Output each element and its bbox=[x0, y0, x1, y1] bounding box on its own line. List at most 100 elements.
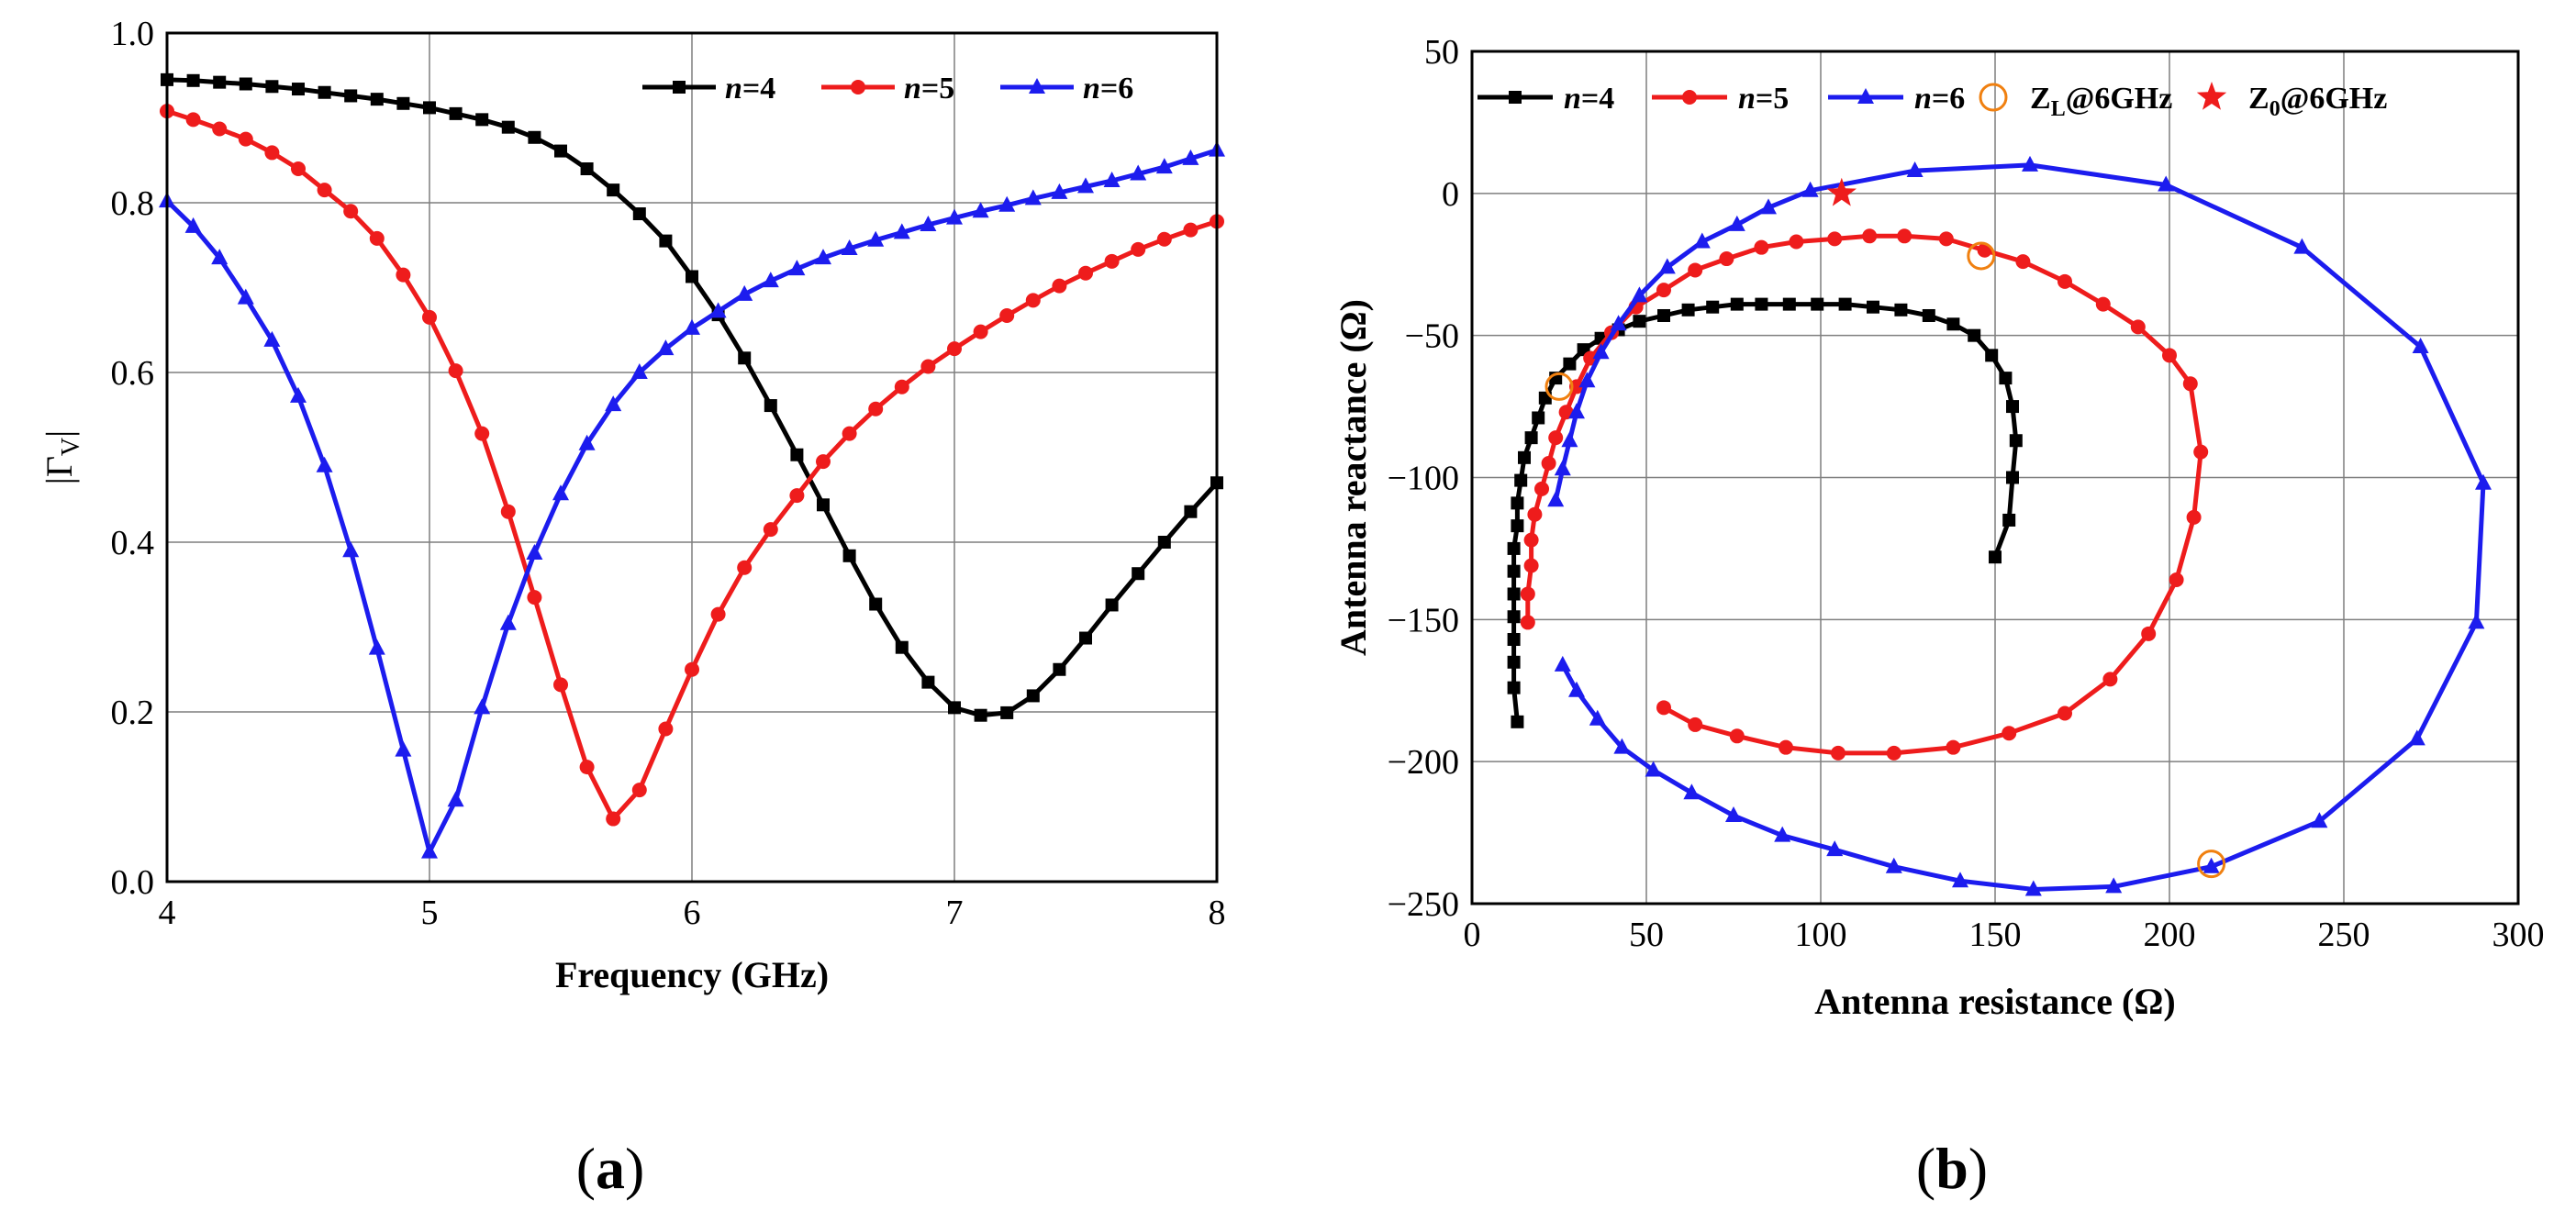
a-x-tick-label: 4 bbox=[159, 894, 176, 932]
a-point-n=4 bbox=[423, 101, 436, 115]
b-x-tick-label: 100 bbox=[1795, 916, 1847, 954]
b-point-n=6 bbox=[1547, 491, 1565, 507]
a-point-n=5 bbox=[947, 341, 962, 357]
a-point-n=5 bbox=[500, 504, 516, 519]
a-point-n=4 bbox=[1053, 662, 1066, 676]
a-point-n=6 bbox=[342, 541, 360, 558]
b-point-n=6 bbox=[1631, 286, 1648, 303]
b-point-n=4 bbox=[1514, 473, 1528, 487]
a-point-n=4 bbox=[817, 498, 830, 512]
b-point-n=6 bbox=[2408, 729, 2425, 746]
a-y-tick-label: 0.0 bbox=[111, 863, 155, 902]
b-point-n=4 bbox=[1782, 297, 1796, 311]
b-point-n=5 bbox=[1831, 745, 1846, 761]
a-point-n=5 bbox=[553, 677, 568, 693]
b-point-n=6 bbox=[2311, 812, 2328, 828]
b-point-n=4 bbox=[1867, 300, 1879, 314]
b-x-tick-label: 250 bbox=[2318, 916, 2370, 954]
b-point-n=4 bbox=[1985, 349, 1999, 362]
b-point-n=4 bbox=[1511, 496, 1524, 510]
b-point-n=6 bbox=[1826, 840, 1844, 857]
a-point-n=6 bbox=[946, 208, 963, 225]
a-x-tick-label: 6 bbox=[684, 894, 701, 932]
panel-label-a: (a) bbox=[576, 1136, 645, 1201]
a-point-n=4 bbox=[396, 96, 410, 110]
b-point-n=5 bbox=[2141, 626, 2157, 641]
a-series-n=4 bbox=[161, 72, 1223, 722]
a-point-n=6 bbox=[1024, 189, 1042, 206]
a-point-n=5 bbox=[920, 359, 936, 374]
b-series-n=5 bbox=[1520, 228, 2209, 761]
a-point-n=4 bbox=[842, 549, 856, 562]
b-point-n=5 bbox=[1656, 700, 1671, 716]
b-legend-marker bbox=[1857, 88, 1874, 104]
b-point-n=5 bbox=[2182, 376, 2198, 392]
a-point-n=5 bbox=[474, 426, 490, 441]
chart-b-frame bbox=[1470, 50, 2520, 905]
a-legend-marker bbox=[1029, 78, 1045, 94]
a-point-n=5 bbox=[868, 401, 884, 417]
a-point-n=6 bbox=[263, 330, 281, 347]
b-point-ZL@6GHz bbox=[1544, 372, 1574, 401]
b-legend-label: n=6 bbox=[1914, 82, 1965, 116]
b-point-n=5 bbox=[1719, 251, 1734, 267]
a-point-n=5 bbox=[737, 560, 753, 575]
b-legend-marker bbox=[1509, 91, 1522, 104]
a-point-n=4 bbox=[292, 83, 305, 96]
a-point-n=6 bbox=[1051, 183, 1068, 199]
a-point-n=4 bbox=[528, 130, 541, 144]
chart-a-y-axis-label-sub: V bbox=[57, 438, 85, 456]
a-point-n=6 bbox=[184, 217, 202, 233]
a-point-n=4 bbox=[1132, 567, 1145, 581]
b-point-n=4 bbox=[1838, 297, 1852, 311]
panel-label-b-letter: b bbox=[1935, 1136, 1968, 1201]
a-point-n=4 bbox=[738, 351, 752, 365]
b-x-tick-label: 150 bbox=[1969, 916, 2022, 954]
b-x-tick-label: 0 bbox=[1464, 916, 1481, 954]
b-point-n=6 bbox=[1568, 681, 1585, 697]
a-point-n=5 bbox=[1025, 293, 1041, 308]
b-point-n=4 bbox=[1968, 328, 1981, 342]
b-point-n=4 bbox=[1989, 550, 2002, 564]
a-point-n=5 bbox=[658, 721, 674, 737]
a-legend-label: n=5 bbox=[904, 72, 954, 106]
b-point-n=5 bbox=[1520, 615, 1535, 630]
a-point-n=6 bbox=[211, 249, 229, 265]
b-y-tick-label: −100 bbox=[1388, 460, 1459, 498]
a-point-n=6 bbox=[395, 740, 412, 757]
a-point-n=4 bbox=[1157, 536, 1171, 549]
chart-a-x-axis-label: Frequency (GHz) bbox=[555, 954, 829, 995]
a-point-n=4 bbox=[686, 270, 698, 283]
b-point-n=6 bbox=[1906, 161, 1924, 178]
a-point-n=6 bbox=[1182, 149, 1199, 165]
panel-label-b-close: ) bbox=[1968, 1136, 1988, 1201]
b-point-n=5 bbox=[2102, 672, 2118, 687]
b-point-n=4 bbox=[1507, 681, 1521, 694]
a-point-n=4 bbox=[1000, 705, 1014, 719]
a-point-n=6 bbox=[815, 249, 831, 265]
a-point-n=6 bbox=[552, 484, 569, 501]
b-point-n=6 bbox=[1578, 372, 1596, 388]
b-point-n=4 bbox=[1507, 633, 1521, 647]
a-point-n=6 bbox=[237, 288, 254, 305]
a-point-n=4 bbox=[895, 640, 909, 654]
a-point-n=4 bbox=[554, 144, 567, 158]
chart-b: 0 50 100 150 200 250 300 −250 −200 −150 −100 −50 0 50… bbox=[1333, 33, 2545, 1201]
b-y-tick-label: −50 bbox=[1405, 317, 1459, 356]
a-point-n=5 bbox=[343, 204, 359, 219]
a-point-n=5 bbox=[999, 308, 1015, 324]
b-point-n=5 bbox=[1897, 228, 1912, 244]
a-point-n=6 bbox=[1077, 177, 1094, 194]
a-point-n=5 bbox=[606, 811, 621, 827]
chart-b-grid bbox=[1471, 50, 2519, 905]
b-point-n=5 bbox=[1688, 262, 1703, 278]
b-point-n=5 bbox=[1946, 739, 1961, 755]
a-point-n=6 bbox=[788, 260, 806, 276]
a-point-n=6 bbox=[972, 202, 989, 218]
b-legend-item-n=4: n=4 bbox=[1478, 82, 1614, 116]
b-point-n=5 bbox=[1938, 231, 1954, 247]
b-series-ZL@6GHz bbox=[1544, 241, 2226, 879]
a-point-n=6 bbox=[867, 230, 885, 247]
a-point-n=5 bbox=[369, 230, 385, 246]
chart-a-y-axis-label-main: |Γ bbox=[39, 456, 80, 484]
